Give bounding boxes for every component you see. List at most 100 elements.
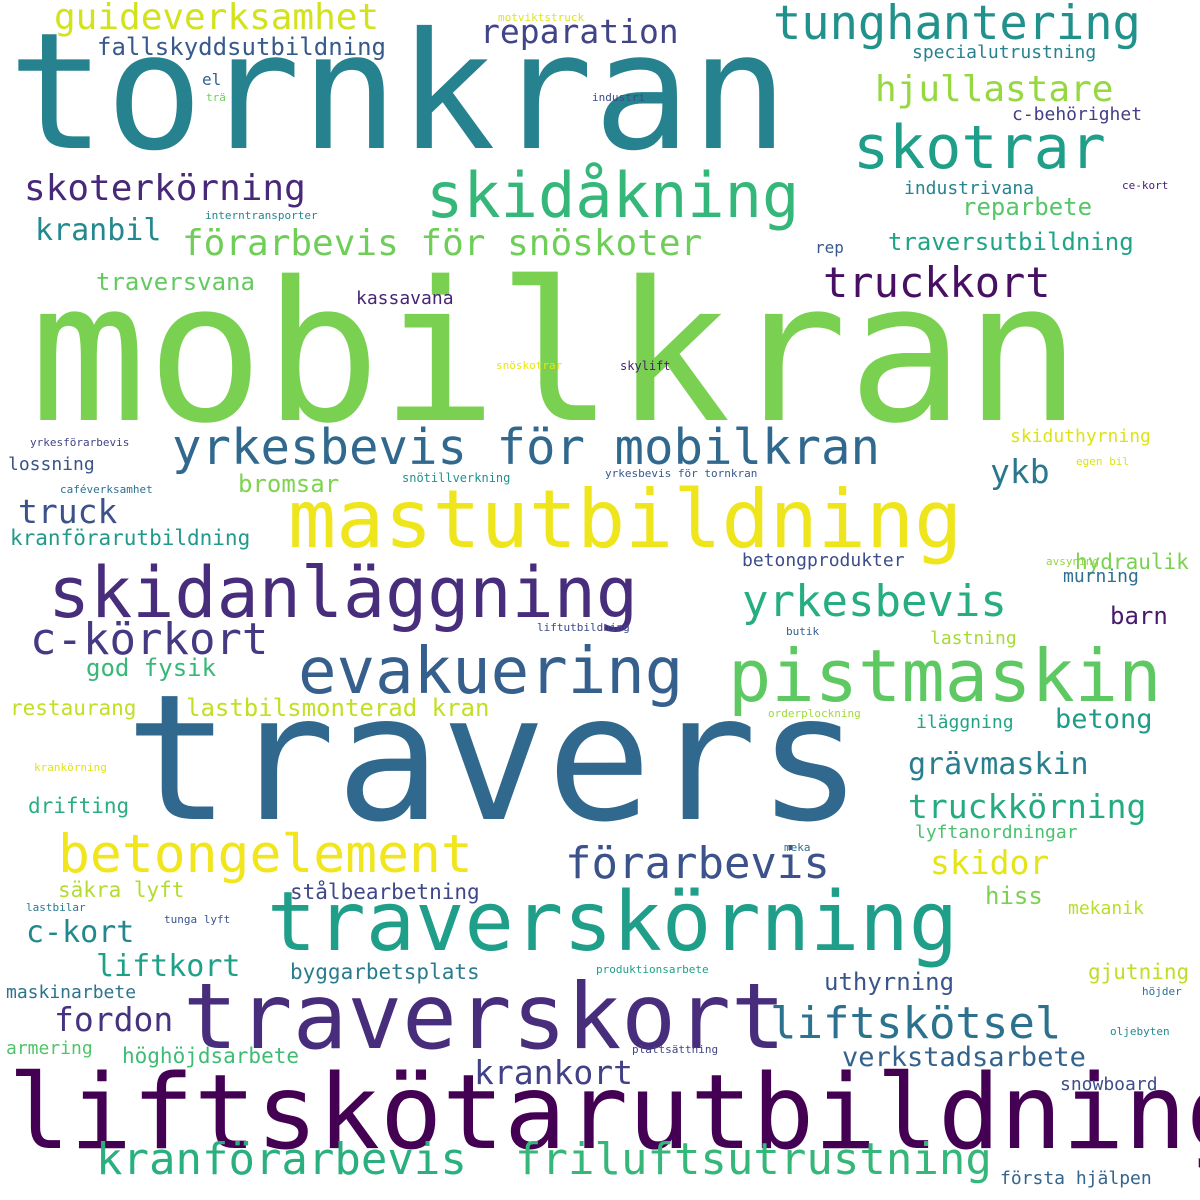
word: murning [1063, 566, 1139, 587]
word: rep [815, 238, 844, 257]
word: reparbete [962, 193, 1093, 221]
word: specialutrustning [912, 42, 1097, 63]
word: skidanläggning [48, 552, 639, 634]
word: förarbevis [565, 838, 830, 889]
word: ce-kort [1122, 179, 1169, 192]
word: lossning [8, 454, 95, 475]
word: ykb [990, 452, 1050, 491]
word: restaurang [10, 696, 137, 720]
word: fordon [54, 1000, 174, 1039]
word: skiduthyrning [1010, 426, 1151, 447]
word: snötillverkning [402, 471, 511, 485]
word: interntransporter [205, 209, 318, 222]
word: hydraulik [1075, 550, 1189, 574]
word: första hjälpen [1000, 1168, 1152, 1189]
word: fallskyddsutbildning [97, 33, 386, 61]
word: höghöjdsarbete [122, 1044, 300, 1068]
word: god fysik [86, 654, 217, 682]
word: industrivana [904, 178, 1035, 199]
word: el [202, 70, 222, 89]
word: betong [1055, 704, 1153, 735]
word: yrkesbevis [742, 576, 1007, 627]
word: butik [786, 625, 820, 638]
word: skidor [930, 843, 1050, 882]
word: avsyning [1046, 555, 1099, 568]
word: barn [1110, 602, 1168, 630]
word: truckkort [823, 258, 1051, 307]
word: betongprodukter [742, 550, 905, 571]
word: traverskort [183, 965, 786, 1070]
word: skidåkning [426, 159, 800, 232]
word: gjutning [1088, 960, 1190, 984]
word: lastbilar [26, 901, 86, 914]
word: kranförarbevis [96, 1134, 467, 1185]
word: tunghantering [773, 0, 1141, 51]
word: oljebyten [1110, 1025, 1170, 1038]
word: hjullastare [875, 69, 1114, 110]
word: orderplockning [768, 707, 861, 720]
word: byggarbetsplats [290, 960, 480, 984]
word: plattsättning [632, 1043, 719, 1056]
word: trä [206, 91, 226, 104]
word: uthyrning [824, 968, 955, 996]
word: skotrar [853, 113, 1106, 183]
word: snöskotrar [496, 359, 563, 372]
word: lyftanordningar [915, 822, 1078, 843]
word: förarbevis för snöskoter [182, 223, 703, 264]
word: kranförarutbildning [10, 526, 251, 550]
word: krankörning [34, 761, 107, 774]
word: verkstadsarbete [842, 1042, 1086, 1073]
word: pistmaskin [728, 634, 1162, 718]
word: iläggning [916, 712, 1014, 733]
word: skylift [620, 359, 671, 373]
word: drifting [28, 794, 130, 818]
word: kranbil [35, 213, 162, 248]
word: armering [6, 1038, 93, 1059]
word: lastbilsmonterad kran [186, 694, 490, 722]
word: truck [18, 492, 118, 531]
word: industri [592, 91, 645, 104]
word: mekanik [1068, 898, 1144, 919]
word: motviktstruck [498, 11, 585, 24]
word: mastutbildning [288, 473, 963, 566]
word: grävmaskin [908, 747, 1089, 782]
word: evakuering [298, 635, 684, 709]
word: c-behörighet [1012, 104, 1143, 125]
word: c-kort [26, 915, 135, 950]
word: egen bil [1076, 455, 1129, 468]
word: friluftsutrustning [515, 1134, 992, 1185]
word: snowboard [1060, 1074, 1158, 1095]
word: krankort [474, 1053, 633, 1092]
word: produktionsarbete [596, 963, 709, 976]
word: guideverksamhet [54, 0, 380, 38]
word: yrkesförarbevis [30, 436, 130, 449]
word: tornkran [8, 0, 789, 187]
word: yrkesbevis för mobilkran [172, 419, 881, 476]
word: travers [125, 658, 863, 861]
word: traversutbildning [888, 228, 1134, 256]
word: caféverksamhet [60, 483, 153, 496]
word: höjder [1142, 985, 1182, 998]
word: liftskötsel [770, 998, 1062, 1049]
word: lastning [930, 628, 1017, 649]
word: yrkesbevis för tornkran [605, 467, 758, 480]
word: c-körkort [30, 614, 269, 665]
word: meka [784, 841, 811, 854]
word: stålbearbetning [290, 880, 480, 904]
word: tunga lyft [164, 913, 231, 926]
word: bromsar [238, 470, 340, 498]
word: betongelement [58, 824, 473, 885]
word: traversvana [96, 268, 255, 296]
word: liftkort [96, 949, 241, 984]
word: kassavana [356, 288, 454, 309]
word: mobilkran [30, 240, 1082, 466]
word: reparation [480, 12, 679, 51]
word: truckkörning [908, 787, 1147, 826]
word: traverskörning [267, 875, 959, 970]
word: skoterkörning [24, 168, 306, 209]
word: liftskötarutbildning [8, 1053, 1200, 1173]
word: säkra lyft [58, 878, 185, 902]
word: liftutbildning [537, 621, 630, 634]
word: maskinarbete [6, 982, 137, 1003]
